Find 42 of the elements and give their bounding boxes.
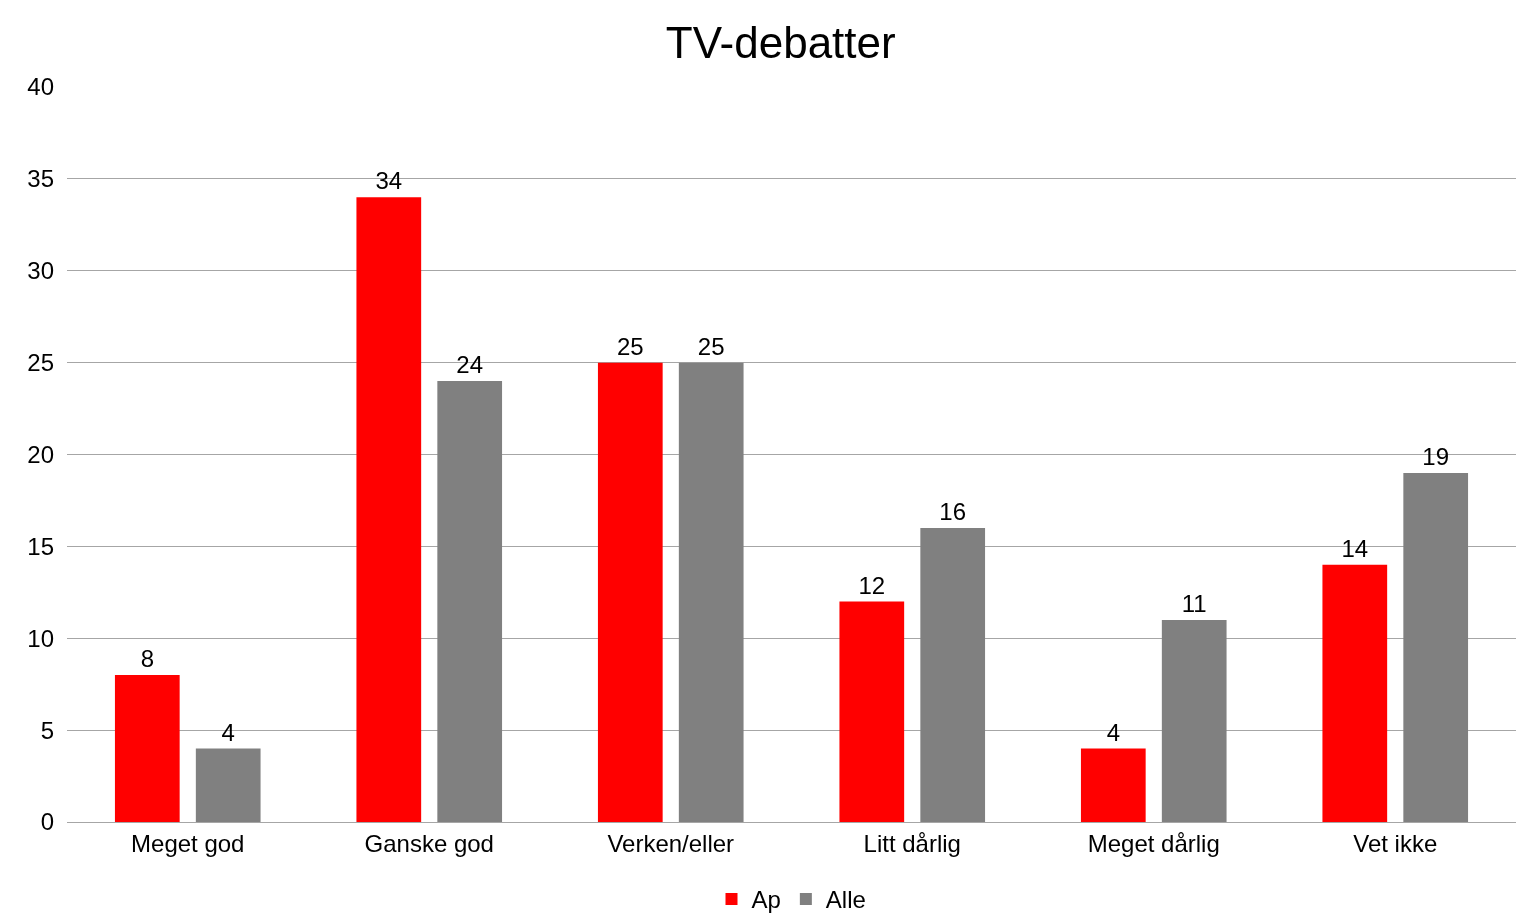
bar	[195, 748, 261, 822]
x-tick-label: Verken/eller	[607, 829, 735, 857]
y-tick-label: 35	[27, 165, 54, 193]
x-tick-label: Litt dårlig	[863, 829, 961, 857]
bar	[114, 675, 180, 822]
data-label: 4	[221, 718, 235, 746]
data-label: 4	[1106, 718, 1120, 746]
bar	[597, 362, 663, 822]
y-tick-label: 10	[27, 624, 54, 652]
bar	[678, 362, 744, 822]
y-tick-label: 30	[27, 257, 54, 285]
x-tick-label: Vet ikke	[1353, 829, 1438, 857]
data-label: 12	[858, 571, 886, 599]
legend-label: Alle	[825, 886, 866, 914]
data-label: 16	[939, 498, 967, 525]
bar	[1161, 619, 1227, 822]
y-tick-label: 15	[27, 532, 54, 560]
bar	[1080, 748, 1146, 822]
legend-label: Ap	[751, 886, 781, 914]
y-tick-label: 5	[40, 716, 54, 744]
y-tick-label: 40	[27, 73, 54, 101]
bar	[437, 381, 503, 822]
bar	[1322, 564, 1388, 822]
y-tick-label: 0	[40, 808, 54, 836]
data-label: 14	[1341, 534, 1369, 562]
chart-title: TV-debatter	[665, 18, 896, 68]
data-label: 34	[375, 167, 403, 195]
x-tick-label: Meget dårlig	[1087, 829, 1220, 857]
y-tick-label: 25	[27, 349, 54, 377]
bar	[839, 601, 905, 822]
x-tick-label: Ganske god	[364, 829, 494, 857]
y-tick-label: 20	[27, 440, 54, 468]
data-label: 8	[140, 645, 154, 672]
data-label: 24	[456, 351, 484, 378]
bar	[1403, 472, 1469, 822]
bar	[920, 528, 986, 822]
data-label: 19	[1422, 442, 1450, 470]
data-label: 25	[697, 332, 725, 360]
data-label: 11	[1181, 589, 1207, 617]
x-tick-label: Meget god	[131, 829, 245, 857]
data-label: 25	[616, 332, 644, 360]
bar	[356, 197, 422, 822]
